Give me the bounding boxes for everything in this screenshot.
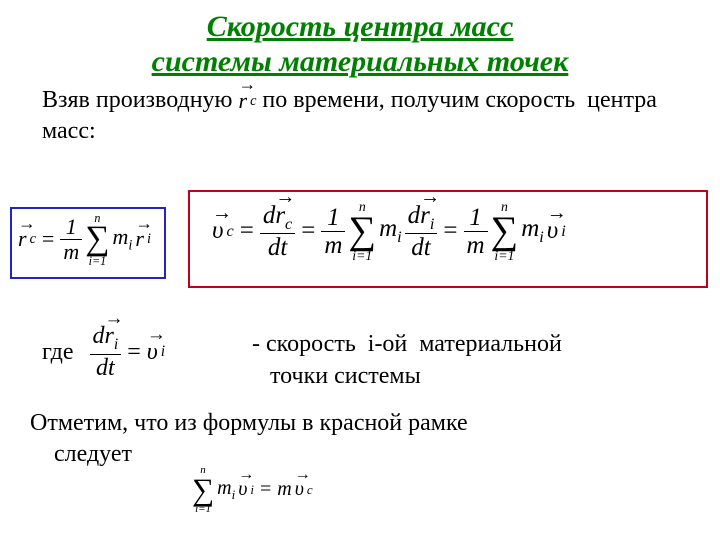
intro-part-1: Взяв производную	[42, 87, 239, 113]
where-tail-line-1: - скорость i-ой материальной	[252, 331, 562, 357]
rc-formula: rc = 1m n ∑ i=1 mi ri	[18, 212, 162, 274]
where-tail: - скорость i-ой материальной точки систе…	[252, 328, 672, 393]
title-line-1: Скорость центра масс	[207, 10, 514, 43]
slide-title: Скорость центра масс системы материальны…	[0, 0, 720, 79]
where-formula: dri dt = υi	[90, 326, 200, 378]
where-label: где	[42, 339, 74, 366]
intro-text: Взяв производную rc по времени, получим …	[0, 79, 720, 147]
note-formula: n ∑ i=1 mi υi = m υc	[192, 460, 362, 516]
vc-chain-formula: υc = drc dt = 1m n ∑ i=1 mi dri dt = 1m …	[212, 200, 698, 278]
where-row: где dri dt = υi	[42, 326, 200, 378]
note-line-1: Отметим, что из формулы в красной рамке	[30, 410, 468, 436]
where-tail-line-2: точки системы	[252, 363, 421, 389]
note-line-2: следует	[30, 441, 132, 467]
title-line-2: системы материальных точек	[152, 45, 569, 78]
rc-inline-symbol: rc	[239, 87, 257, 116]
